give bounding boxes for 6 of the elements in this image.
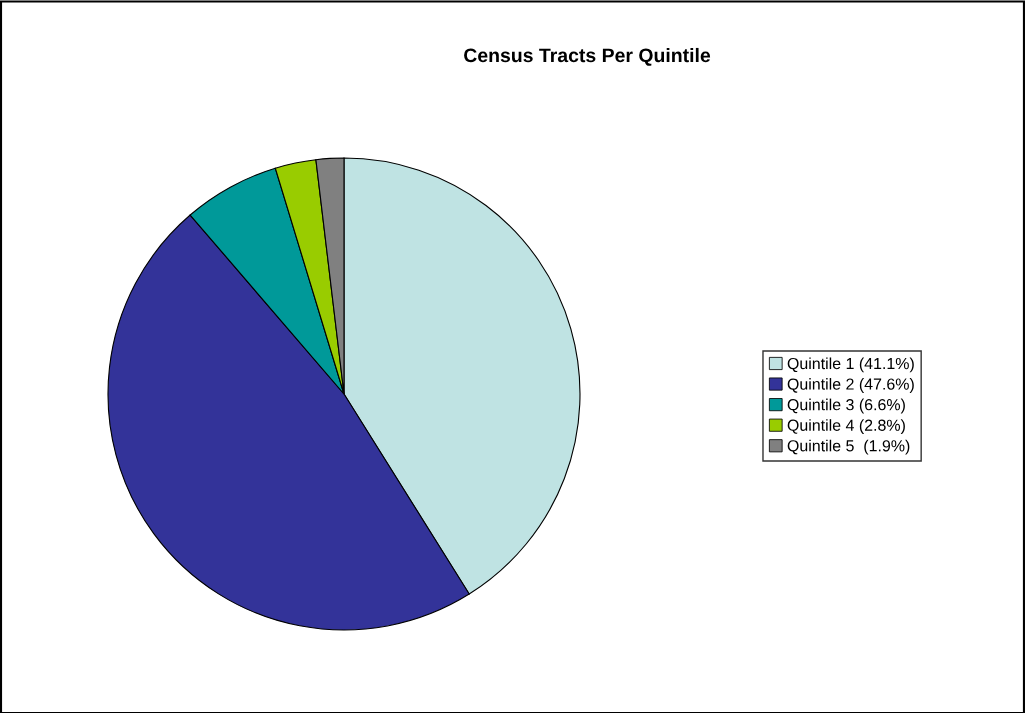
chart-title: Census Tracts Per Quintile [464,47,711,66]
legend-label: Quintile 5 (1.9%) [787,439,910,455]
legend-label: Quintile 4 (2.8%) [787,419,905,435]
legend-label: Quintile 3 (6.6%) [787,398,905,414]
legend-label: Quintile 2 (47.6%) [787,378,914,393]
legend-label: Quintile 1 (41.1%) [787,357,914,373]
